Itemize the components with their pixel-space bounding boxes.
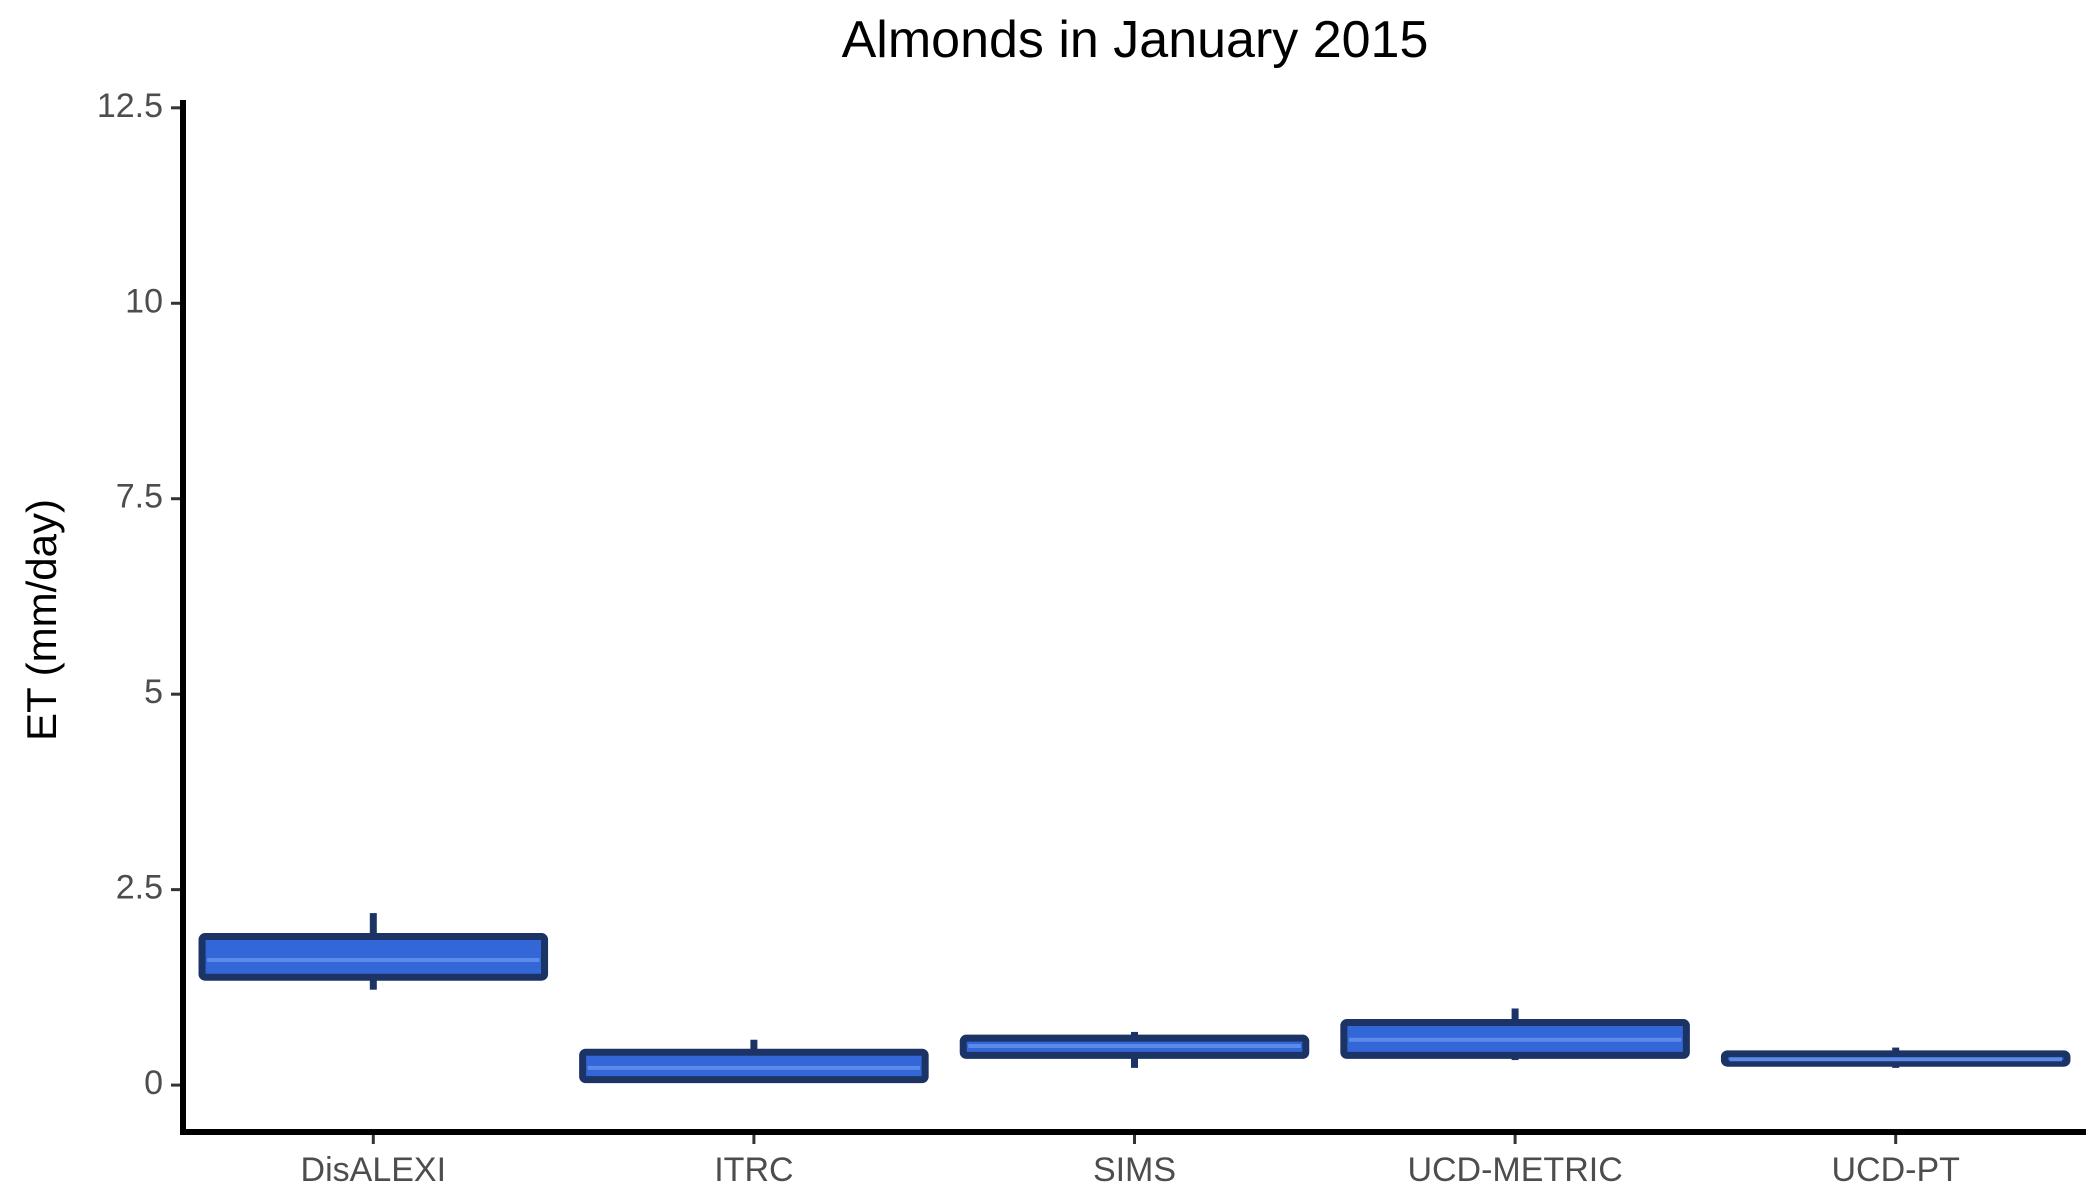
- boxes-group: [198, 913, 2071, 1084]
- y-axis-ticks: 0 2.5 5 7.5 10 12.5: [97, 87, 183, 1102]
- y-tick-label: 0: [144, 1064, 163, 1102]
- box-ucd-pt: [1720, 1047, 2071, 1068]
- y-tick-label: 12.5: [97, 87, 163, 125]
- box-disalexi: [198, 913, 549, 990]
- chart-title: Almonds in January 2015: [841, 11, 1429, 69]
- y-tick-label: 10: [125, 282, 163, 320]
- x-tick-label: DisALEXI: [301, 1151, 447, 1189]
- box-sims: [959, 1031, 1310, 1068]
- box-ucd-metric: [1340, 1008, 1690, 1061]
- x-axis-ticks: DisALEXI ITRC SIMS UCD-METRIC UCD-PT: [301, 1132, 1960, 1189]
- y-tick-label: 5: [144, 673, 163, 711]
- x-tick-label: UCD-PT: [1831, 1151, 1959, 1189]
- box-itrc: [579, 1039, 929, 1084]
- y-tick-label: 2.5: [116, 869, 163, 907]
- x-tick-label: UCD-METRIC: [1407, 1151, 1622, 1189]
- x-tick-label: SIMS: [1093, 1151, 1176, 1189]
- y-tick-label: 7.5: [116, 478, 163, 516]
- x-tick-label: ITRC: [714, 1151, 793, 1189]
- box-body: [198, 933, 549, 981]
